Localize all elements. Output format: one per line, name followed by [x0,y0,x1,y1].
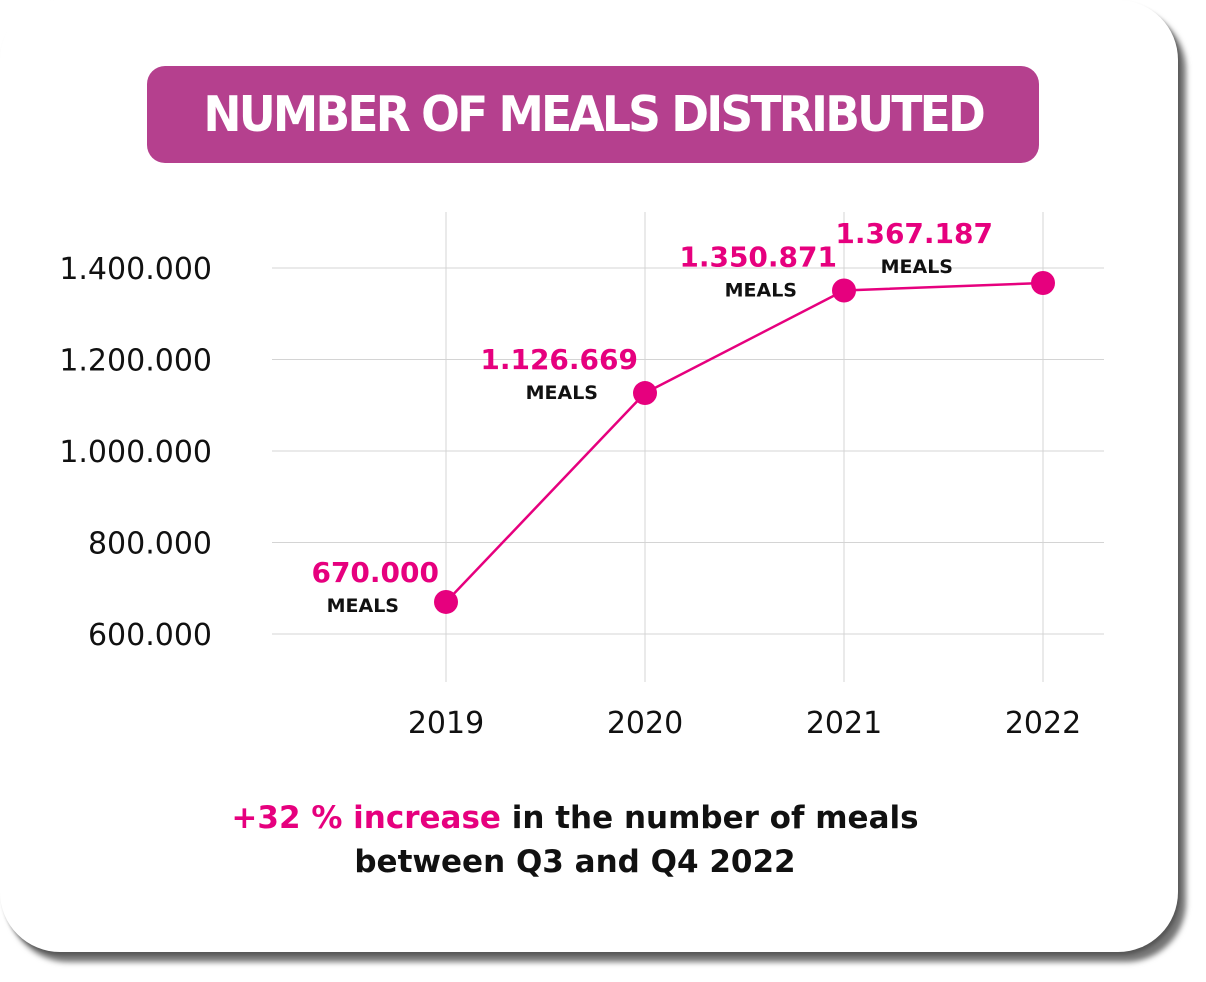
data-label-value: 1.367.187 [835,217,993,250]
data-label-unit: MEALS [881,256,953,278]
y-tick-label: 1.200.000 [59,344,212,379]
chart-card: NUMBER OF MEALS DISTRIBUTED 600.000 800.0… [0,66,1150,884]
series-line [445,281,1044,603]
data-label-value: 1.126.669 [480,343,638,376]
footer-line-1-rest: in the number of meals [500,800,919,836]
y-tick-label: 1.400.000 [59,252,212,287]
footer-line-1: +32 % increase in the number of meals [0,796,1150,840]
y-tick-label: 1.000.000 [59,435,212,470]
data-point [633,381,657,406]
y-tick-label: 800.000 [88,527,212,562]
chart-title: NUMBER OF MEALS DISTRIBUTED [203,86,985,143]
data-label-value: 1.350.871 [679,240,837,273]
y-axis-tick-labels: 600.000 800.000 1.000.000 1.200.000 1.400.00… [59,252,212,653]
data-label-unit: MEALS [327,595,399,617]
footer-line-2: between Q3 and Q4 2022 [354,844,796,880]
data-labels: 670.000 MEALS 1.126.669 MEALS 1.350.871 MEALS… [311,217,993,617]
horizontal-gridlines [272,267,1104,635]
footer-note: +32 % increase in the number of meals be… [0,796,1150,884]
data-label-value: 670.000 [311,556,439,589]
data-point [1031,271,1055,296]
footer-highlight: +32 % increase [231,800,501,836]
data-label-unit: MEALS [725,279,797,301]
line-chart: 600.000 800.000 1.000.000 1.200.000 1.400.00… [59,212,1104,741]
data-label-unit: MEALS [526,382,598,404]
data-point [832,278,856,303]
title-banner: NUMBER OF MEALS DISTRIBUTED [147,66,1039,163]
x-tick-label: 2020 [607,706,683,741]
x-tick-label: 2019 [408,706,484,741]
meals-series [434,271,1055,614]
x-tick-label: 2022 [1005,706,1081,741]
data-point [434,589,458,614]
y-tick-label: 600.000 [88,618,212,653]
x-axis-tick-labels: 2019 2020 2021 2022 [408,706,1081,741]
x-tick-label: 2021 [806,706,882,741]
